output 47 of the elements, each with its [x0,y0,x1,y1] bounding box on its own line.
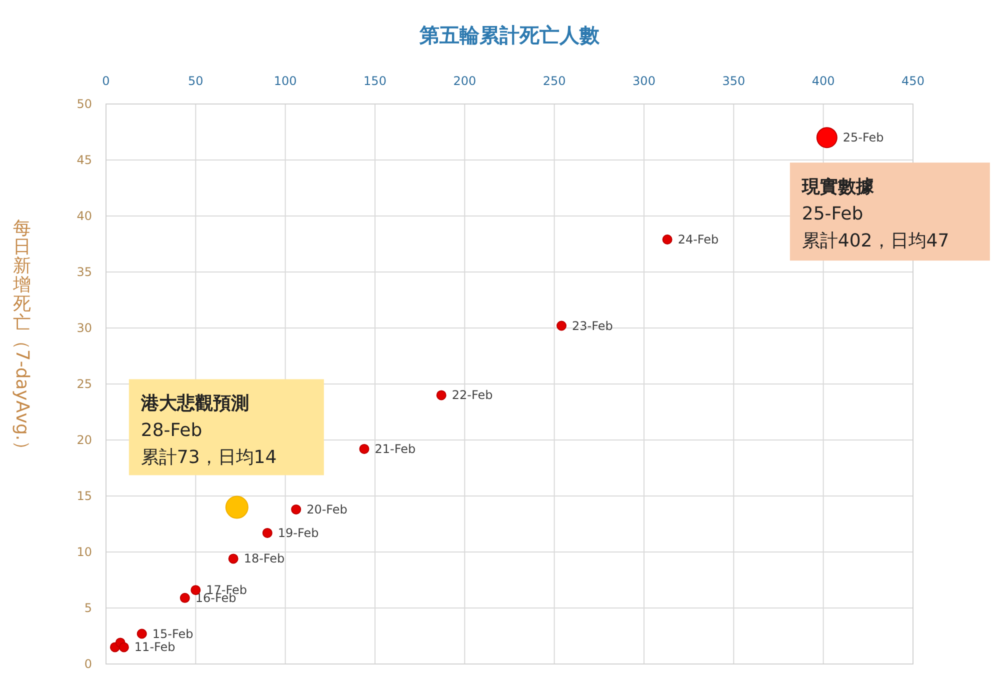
point [228,554,238,564]
y-tick-label: 10 [76,545,92,559]
point [291,504,302,514]
y-tick-label: 50 [76,97,92,111]
x-tick-label: 200 [453,74,476,88]
annotation: 現實數據 25-Feb 累計402，日均47 [790,162,990,261]
annotation: 港大悲觀預測 28-Feb 累計73，日均14 [128,379,324,476]
x-tick-label: 150 [364,74,386,88]
data-label: 23-Feb [572,318,613,333]
point [436,390,446,400]
y-tick-label: 0 [84,657,92,671]
y-tick-label: 5 [84,601,92,615]
point [556,320,567,331]
x-tick-label: 400 [812,74,835,88]
y-tick-label: 25 [76,377,92,391]
point [118,642,129,652]
x-tick-label: 350 [722,74,746,88]
point [180,592,190,603]
data-label: 25-Feb [842,130,884,145]
data-label: 11-Feb [134,640,176,654]
data-label: 22-Feb [452,388,493,402]
data-label: 18-Feb [244,552,285,566]
annotation: 港大悲觀預測 28-Feb 累計73，日均14 [140,393,277,468]
annotation: 現實數據 25-Feb 累計402，日均47 [800,176,950,252]
y-tick-label: 40 [76,209,92,223]
x-tick-label: 300 [632,74,656,88]
y-tick-label: 30 [76,321,92,335]
x-tick-label: 0 [102,74,110,88]
y-tick-label: 15 [76,489,92,503]
point [816,127,838,148]
y-tick-label: 45 [76,153,92,167]
point [262,528,272,538]
point [136,628,147,639]
y-tick-label: 20 [76,433,92,447]
x-axis-title: 第五輪累計死亡人數 [418,23,600,47]
point [359,444,370,454]
point [662,234,672,245]
x-tick-label: 450 [902,74,924,88]
data-label: 21-Feb [374,442,416,456]
y-tick-label: 35 [76,265,92,279]
x-tick-label: 250 [542,74,566,88]
x-tick-label: 100 [274,74,297,88]
data-label: 15-Feb [152,626,194,641]
data-label: 24-Feb [678,232,719,247]
x-tick-label: 50 [188,74,204,88]
data-label: 19-Feb [278,526,319,540]
data-label: 20-Feb [306,502,348,516]
